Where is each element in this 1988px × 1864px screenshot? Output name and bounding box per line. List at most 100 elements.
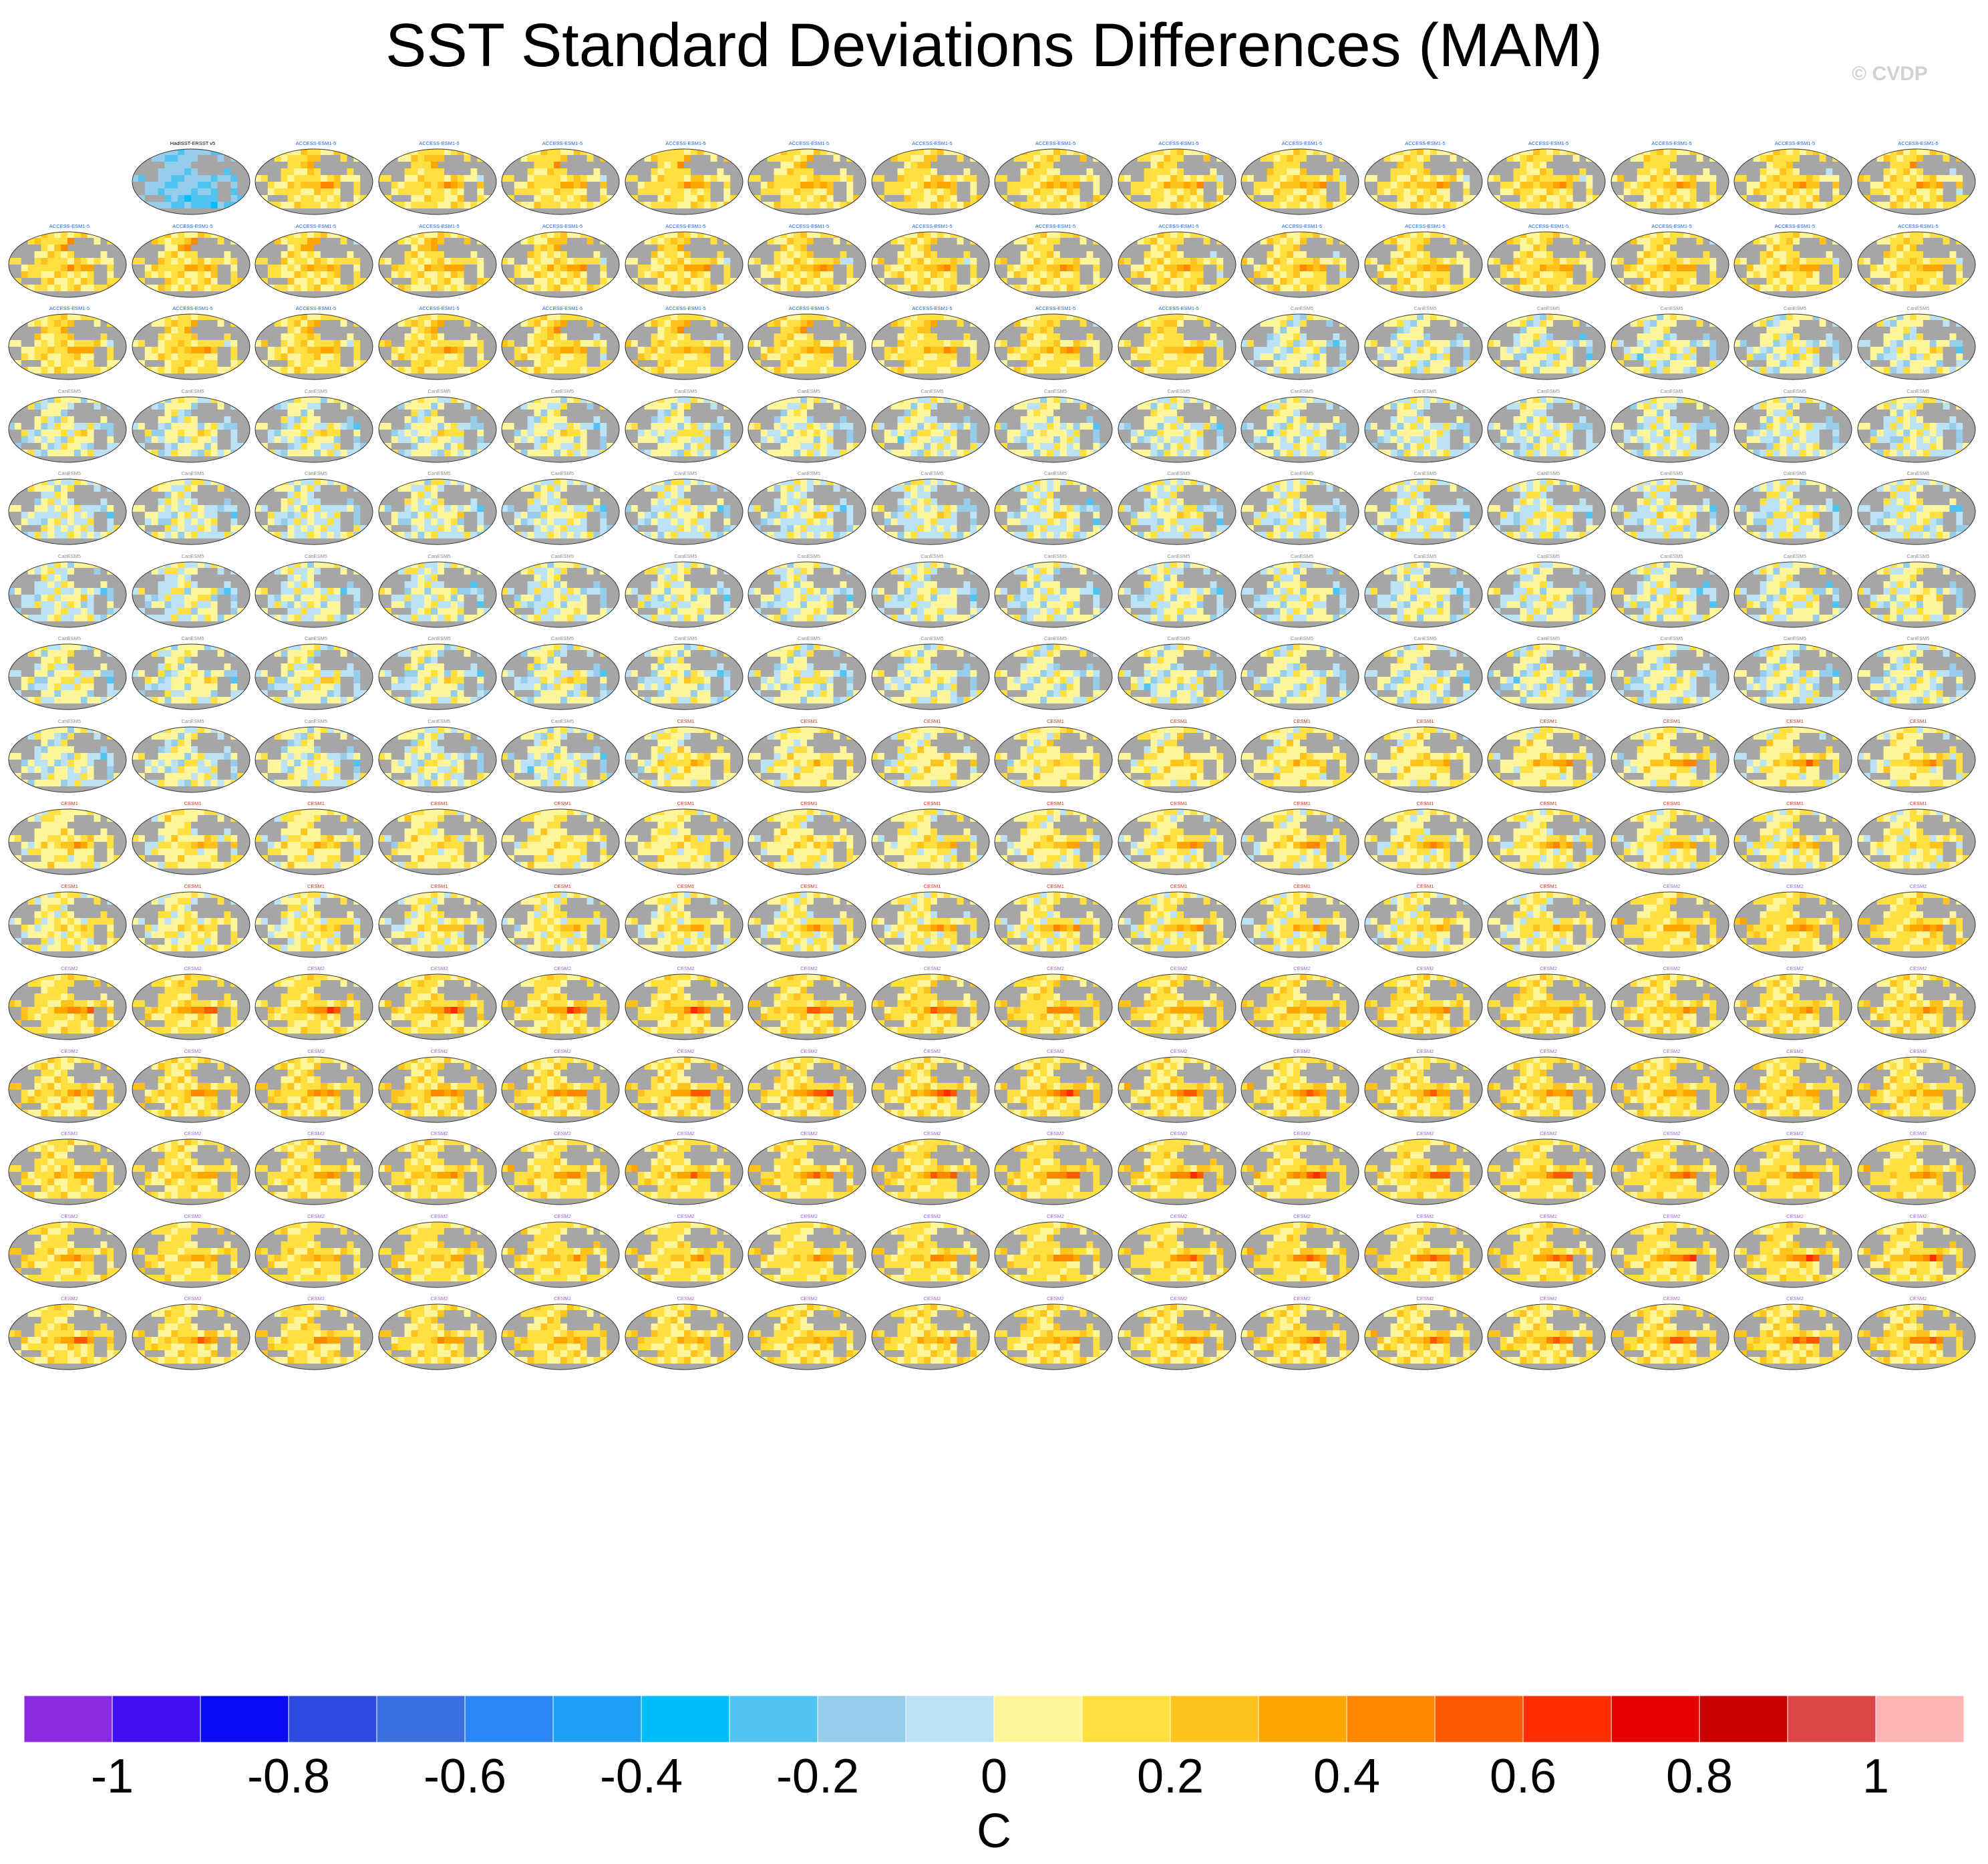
colorbar-bin bbox=[1522, 1696, 1612, 1742]
panel-title: CESM2 bbox=[1118, 965, 1240, 971]
panel-title: CanESM5 bbox=[501, 553, 624, 559]
sst-map bbox=[1611, 1303, 1729, 1370]
map-panel: CESM1 bbox=[255, 883, 377, 961]
map-panel: CanESM5 bbox=[625, 470, 748, 548]
map-panel: CESM2 bbox=[378, 1048, 501, 1126]
sst-map bbox=[1364, 396, 1482, 462]
panel-title: CESM2 bbox=[378, 965, 501, 971]
panel-title: ACCESS-ESM1-5 bbox=[132, 305, 255, 311]
sst-map bbox=[871, 726, 989, 792]
map-panel: CanESM5 bbox=[501, 388, 624, 466]
map-panel: CanESM5 bbox=[255, 553, 377, 631]
sst-map bbox=[1733, 1138, 1852, 1205]
panel-title: CESM2 bbox=[1240, 1130, 1363, 1136]
sst-map bbox=[1857, 891, 1975, 957]
panel-title: CanESM5 bbox=[1857, 470, 1980, 476]
sst-map bbox=[1240, 891, 1359, 957]
sst-map bbox=[378, 973, 496, 1040]
panel-title: ACCESS-ESM1-5 bbox=[1611, 140, 1733, 146]
panel-title: CESM2 bbox=[1733, 1295, 1856, 1301]
sst-map bbox=[994, 1221, 1113, 1287]
map-panel: CESM1 bbox=[1364, 718, 1487, 796]
map-panel: CESM1 bbox=[1487, 718, 1610, 796]
colorbar-tick-label: 1 bbox=[1809, 1749, 1943, 1804]
sst-map bbox=[1487, 148, 1606, 215]
panel-title: CESM2 bbox=[1857, 1295, 1980, 1301]
panel-title: CanESM5 bbox=[1364, 470, 1487, 476]
panel-title: ACCESS-ESM1-5 bbox=[8, 305, 131, 311]
map-panel: CESM2 bbox=[132, 1295, 255, 1373]
colorbar-tick-label: -0.6 bbox=[398, 1749, 532, 1804]
map-panel: ACCESS-ESM1-5 bbox=[378, 223, 501, 301]
colorbar-bin bbox=[905, 1696, 995, 1742]
sst-map bbox=[132, 1138, 250, 1205]
sst-map bbox=[994, 1303, 1113, 1370]
sst-map bbox=[625, 478, 743, 545]
map-panel: CESM2 bbox=[994, 965, 1117, 1043]
panel-title: CESM1 bbox=[1364, 883, 1487, 889]
colorbar-bin bbox=[1875, 1696, 1964, 1742]
sst-map bbox=[255, 148, 373, 215]
sst-map bbox=[1364, 148, 1482, 215]
map-panel: CanESM5 bbox=[1733, 635, 1856, 713]
sst-map bbox=[378, 808, 496, 875]
colorbar-bin bbox=[552, 1696, 642, 1742]
map-panel: CESM2 bbox=[1118, 965, 1240, 1043]
panel-title: CanESM5 bbox=[625, 388, 748, 394]
panel-title: ACCESS-ESM1-5 bbox=[378, 140, 501, 146]
sst-map bbox=[625, 561, 743, 627]
map-panel: CESM2 bbox=[1487, 1295, 1610, 1373]
map-panel: ACCESS-ESM1-5 bbox=[748, 305, 870, 383]
map-panel: CESM2 bbox=[1118, 1048, 1240, 1126]
map-panel: CESM1 bbox=[132, 883, 255, 961]
sst-map bbox=[625, 231, 743, 297]
sst-map bbox=[255, 396, 373, 462]
panel-title: CanESM5 bbox=[8, 635, 131, 641]
panel-title: CESM1 bbox=[378, 883, 501, 889]
colorbar-bin bbox=[1434, 1696, 1524, 1742]
panel-title: CanESM5 bbox=[1611, 553, 1733, 559]
map-panel: CESM1 bbox=[1611, 800, 1733, 878]
map-panel: CESM1 bbox=[1487, 800, 1610, 878]
sst-map bbox=[1240, 313, 1359, 380]
sst-map bbox=[994, 148, 1113, 215]
colorbar-bin bbox=[1611, 1696, 1700, 1742]
map-panel: CanESM5 bbox=[501, 718, 624, 796]
sst-map bbox=[255, 891, 373, 957]
colorbar-bin bbox=[729, 1696, 818, 1742]
panel-title: ACCESS-ESM1-5 bbox=[378, 305, 501, 311]
colorbar-tick-label: -0.2 bbox=[751, 1749, 884, 1804]
sst-map bbox=[501, 726, 620, 792]
map-panel: CanESM5 bbox=[501, 470, 624, 548]
map-panel: ACCESS-ESM1-5 bbox=[871, 305, 994, 383]
map-panel: CanESM5 bbox=[748, 635, 870, 713]
sst-map bbox=[1611, 231, 1729, 297]
map-panel: CESM2 bbox=[132, 1213, 255, 1291]
panel-title: CESM2 bbox=[1487, 1130, 1610, 1136]
sst-map bbox=[748, 1221, 866, 1287]
map-panel: CanESM5 bbox=[1240, 553, 1363, 631]
map-panel: CESM1 bbox=[132, 800, 255, 878]
panel-title: CESM2 bbox=[625, 1130, 748, 1136]
map-panel: CESM2 bbox=[1364, 1295, 1487, 1373]
panel-title: CanESM5 bbox=[871, 553, 994, 559]
panel-title: CESM2 bbox=[748, 965, 870, 971]
panel-title: ACCESS-ESM1-5 bbox=[994, 305, 1117, 311]
sst-map bbox=[1611, 973, 1729, 1040]
panel-title: CanESM5 bbox=[255, 553, 377, 559]
map-panel: CESM2 bbox=[255, 1295, 377, 1373]
sst-map bbox=[625, 396, 743, 462]
colorbar-bin bbox=[1258, 1696, 1347, 1742]
panel-title: CESM1 bbox=[1118, 718, 1240, 724]
sst-map bbox=[501, 891, 620, 957]
map-panel: CanESM5 bbox=[1611, 388, 1733, 466]
sst-map bbox=[1118, 891, 1236, 957]
sst-map bbox=[1240, 231, 1359, 297]
map-panel: ACCESS-ESM1-5 bbox=[501, 223, 624, 301]
sst-map bbox=[1364, 1221, 1482, 1287]
map-panel: ACCESS-ESM1-5 bbox=[871, 140, 994, 218]
sst-map bbox=[255, 313, 373, 380]
sst-map bbox=[748, 313, 866, 380]
map-panel: CESM2 bbox=[1240, 1213, 1363, 1291]
sst-map bbox=[255, 1221, 373, 1287]
